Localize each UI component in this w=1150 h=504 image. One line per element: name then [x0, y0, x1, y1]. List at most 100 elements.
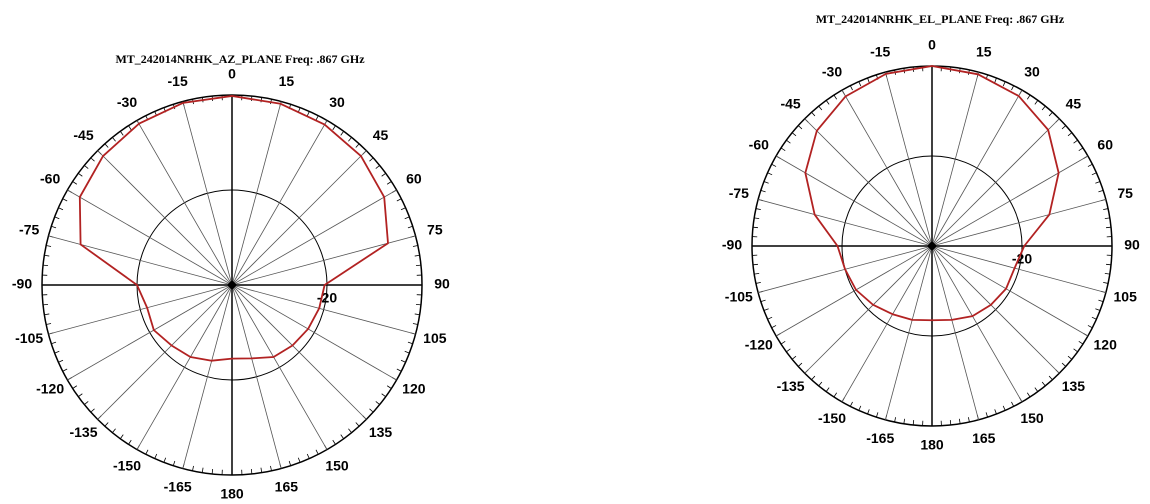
minor-tick [859, 406, 861, 411]
minor-tick [1062, 126, 1066, 129]
minor-tick [876, 412, 878, 417]
minor-tick [1042, 106, 1045, 110]
minor-tick [84, 165, 88, 168]
minor-tick [316, 450, 318, 454]
minor-tick [408, 342, 413, 344]
minor-tick [413, 245, 418, 246]
minor-tick [382, 394, 386, 397]
minor-tick [1098, 300, 1103, 302]
angle-label: -165 [164, 479, 192, 495]
minor-tick [1106, 227, 1111, 228]
spoke [137, 285, 232, 450]
spoke [842, 246, 932, 402]
angle-label: -90 [12, 276, 32, 292]
minor-tick [173, 461, 175, 466]
minor-tick [1079, 341, 1083, 344]
angle-label: 0 [228, 66, 236, 82]
angle-label: 150 [325, 458, 349, 474]
minor-tick [1095, 309, 1100, 311]
minor-tick [1027, 393, 1030, 397]
spoke [232, 190, 397, 285]
minor-tick [798, 126, 802, 129]
minor-tick [1003, 406, 1005, 411]
angle-label: -135 [777, 378, 805, 394]
minor-tick [812, 376, 815, 380]
minor-tick [251, 469, 252, 474]
angle-label: 45 [373, 127, 389, 143]
chart-title: MT_242014NRHK_AZ_PLANE Freq: .867 GHz [115, 52, 365, 66]
minor-tick [1049, 376, 1052, 380]
minor-tick [298, 458, 300, 463]
minor-tick [63, 369, 67, 371]
minor-tick [753, 227, 758, 228]
angle-label: -75 [729, 185, 749, 201]
spoke [932, 246, 979, 420]
minor-tick [1068, 133, 1072, 136]
minor-tick [1095, 181, 1100, 183]
minor-tick [764, 181, 769, 183]
minor-tick [792, 133, 796, 136]
angle-label: -60 [40, 171, 60, 187]
minor-tick [786, 140, 790, 143]
minor-tick [753, 264, 758, 265]
minor-tick [341, 131, 344, 135]
minor-tick [356, 144, 359, 148]
minor-tick [416, 304, 421, 305]
minor-tick [387, 386, 391, 389]
spoke [137, 120, 232, 285]
angle-label: 15 [279, 73, 295, 89]
minor-tick [348, 429, 351, 433]
minor-tick [212, 469, 213, 474]
minor-tick [348, 137, 351, 141]
minor-tick [43, 304, 48, 305]
minor-tick [105, 422, 108, 426]
angle-label: 30 [1024, 63, 1040, 79]
minor-tick [73, 182, 77, 185]
minor-tick [333, 440, 336, 444]
angle-label: -60 [749, 137, 769, 153]
minor-tick [1088, 164, 1092, 166]
minor-tick [1105, 273, 1110, 274]
angle-label: 75 [427, 221, 443, 237]
minor-tick [850, 402, 852, 406]
minor-tick [772, 164, 776, 166]
angle-label: 15 [976, 44, 992, 60]
minor-tick [270, 466, 271, 471]
spoke [758, 199, 932, 246]
minor-tick [78, 394, 82, 397]
minor-tick [1068, 356, 1072, 359]
minor-tick [51, 342, 56, 344]
spoke [932, 246, 1022, 402]
minor-tick [1092, 317, 1097, 319]
angle-label: 0 [928, 37, 936, 53]
minor-tick [369, 409, 373, 412]
minor-tick [1011, 402, 1013, 406]
spoke [932, 156, 1088, 246]
angle-label: -90 [722, 237, 742, 253]
pattern-line [80, 96, 388, 361]
minor-tick [756, 209, 761, 210]
minor-tick [850, 86, 852, 90]
angle-label: 60 [406, 171, 422, 187]
minor-tick [146, 450, 148, 454]
minor-tick [73, 386, 77, 389]
minor-tick [764, 309, 769, 311]
minor-tick [1074, 140, 1078, 143]
minor-tick [1003, 82, 1005, 87]
chart-title: MT_242014NRHK_EL_PLANE Freq: .867 GHz [816, 12, 1065, 26]
spoke [232, 285, 281, 469]
minor-tick [1079, 148, 1083, 151]
minor-tick [772, 325, 776, 327]
minor-tick [405, 217, 410, 219]
minor-tick [376, 165, 380, 168]
minor-tick [1092, 173, 1097, 175]
spoke [776, 246, 932, 336]
spoke [183, 101, 232, 285]
minor-tick [1106, 264, 1111, 265]
spoke [67, 285, 232, 380]
minor-tick [43, 265, 48, 266]
minor-tick [46, 245, 51, 246]
minor-tick [51, 226, 56, 228]
spoke [67, 190, 232, 285]
angle-label: -120 [745, 337, 773, 353]
